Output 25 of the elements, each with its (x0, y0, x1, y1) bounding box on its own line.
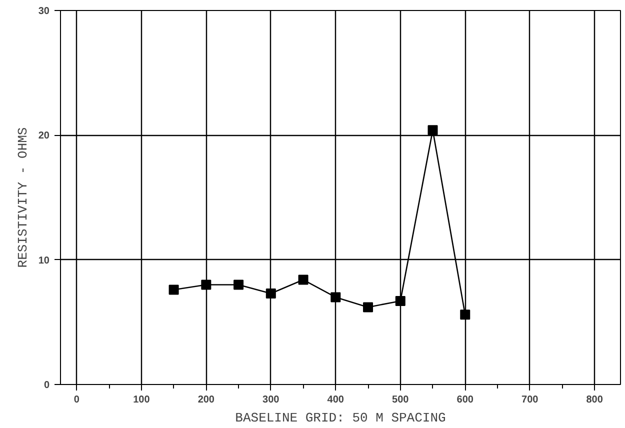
x-tick-label: 300 (262, 394, 280, 406)
point (428, 125, 438, 136)
x-tick-label: 0 (74, 394, 80, 406)
point (201, 280, 212, 290)
x-tick-label: 600 (456, 394, 474, 406)
point (330, 292, 341, 302)
y-axis-title: RESISTIVITY - OHMS (15, 127, 30, 268)
point (168, 284, 179, 295)
point (460, 310, 470, 320)
point (234, 280, 244, 290)
x-tick-label: 500 (392, 394, 410, 406)
point (395, 296, 406, 306)
y-tick-label: 10 (38, 255, 50, 266)
x-tick-label: 800 (586, 394, 604, 406)
point (298, 274, 308, 285)
x-tick-label: 400 (327, 394, 344, 406)
x-axis-title: BASELINE GRID: 50 M SPACING (235, 410, 446, 426)
y-tick-label: 20 (38, 130, 50, 142)
x-tick-label: 200 (198, 394, 215, 406)
y-tick-label: 30 (38, 6, 50, 17)
y-tick-label: 0 (44, 380, 50, 391)
point (266, 288, 276, 298)
x-tick-label: 700 (522, 394, 539, 406)
point (363, 302, 374, 312)
x-tick-label: 100 (133, 394, 150, 406)
